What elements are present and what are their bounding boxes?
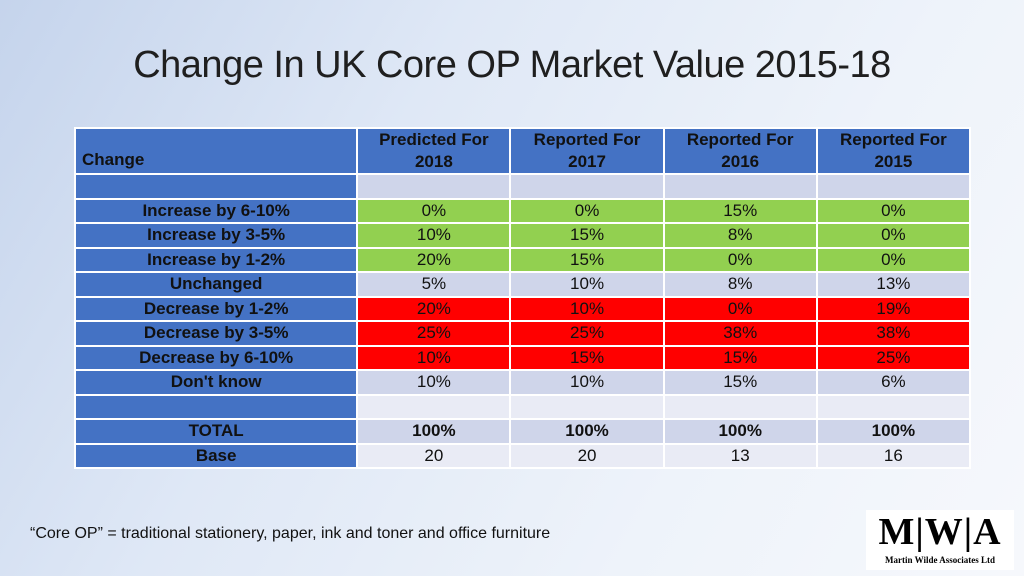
base-cell: 20 (509, 442, 665, 469)
market-value-table: Change Predicted For 2018 Reported For 201… (73, 127, 972, 469)
table-row: Increase by 6-10% 0% 0% 15% 0% (73, 197, 972, 224)
header-2016-line1: Reported For (686, 130, 794, 149)
header-2016: Reported For 2016 (662, 127, 818, 175)
table-row: Increase by 1-2% 20% 15% 0% 0% (73, 246, 972, 273)
table-cell: 19% (815, 295, 972, 322)
table-cell: 13% (815, 271, 972, 298)
footnote: “Core OP” = traditional stationery, pape… (30, 525, 551, 542)
header-2017-line2: 2017 (568, 152, 606, 171)
spacer-label (73, 393, 359, 420)
logo-subtitle: Martin Wilde Associates Ltd (885, 555, 995, 565)
table-cell: 5% (356, 271, 512, 298)
table-row: Don't know 10% 10% 15% 6% (73, 369, 972, 396)
row-label: Don't know (73, 369, 359, 396)
table-cell: 0% (356, 197, 512, 224)
base-label: Base (73, 442, 359, 469)
table-cell: 10% (509, 271, 665, 298)
spacer-cell (815, 393, 972, 420)
table-cell: 0% (815, 197, 972, 224)
company-logo: M|W|A Martin Wilde Associates Ltd (866, 510, 1014, 570)
table-row: Decrease by 3-5% 25% 25% 38% 38% (73, 320, 972, 347)
header-2017-line1: Reported For (533, 130, 641, 149)
table-cell: 10% (356, 369, 512, 396)
header-2016-line2: 2016 (721, 152, 760, 171)
header-change: Change (73, 127, 359, 175)
header-2017: Reported For 2017 (509, 127, 665, 175)
total-cell: 100% (662, 418, 818, 445)
table-cell: 0% (815, 222, 972, 249)
base-cell: 20 (356, 442, 512, 469)
table-cell: 15% (662, 197, 818, 224)
table-cell: 15% (509, 222, 665, 249)
base-row: Base 20 20 13 16 (73, 442, 972, 469)
total-cell: 100% (815, 418, 972, 445)
total-row: TOTAL 100% 100% 100% 100% (73, 418, 972, 445)
spacer-cell (356, 173, 512, 200)
logo-mark: M|W|A (878, 511, 1002, 553)
table-cell: 6% (815, 369, 972, 396)
table-row: Decrease by 1-2% 20% 10% 0% 19% (73, 295, 972, 322)
row-label: Decrease by 1-2% (73, 295, 359, 322)
table-cell: 15% (662, 344, 818, 371)
table-cell: 25% (815, 344, 972, 371)
table-cell: 25% (509, 320, 665, 347)
row-label: Increase by 1-2% (73, 246, 359, 273)
row-label: Decrease by 3-5% (73, 320, 359, 347)
table-cell: 15% (509, 246, 665, 273)
spacer-label (73, 173, 359, 200)
table-header-row: Change Predicted For 2018 Reported For 201… (73, 127, 972, 175)
spacer-cell (662, 173, 818, 200)
table-row: Decrease by 6-10% 10% 15% 15% 25% (73, 344, 972, 371)
row-label: Unchanged (73, 271, 359, 298)
table-cell: 8% (662, 271, 818, 298)
header-2018: Predicted For 2018 (356, 127, 512, 175)
spacer-row (73, 173, 972, 200)
total-cell: 100% (356, 418, 512, 445)
spacer-cell (509, 173, 665, 200)
table-cell: 20% (356, 246, 512, 273)
table-cell: 10% (509, 369, 665, 396)
table-cell: 0% (662, 246, 818, 273)
table-cell: 38% (815, 320, 972, 347)
row-label: Decrease by 6-10% (73, 344, 359, 371)
row-label: Increase by 6-10% (73, 197, 359, 224)
table-row: Unchanged 5% 10% 8% 13% (73, 271, 972, 298)
header-2015-line2: 2015 (874, 152, 913, 171)
base-cell: 13 (662, 442, 818, 469)
header-2018-line2: 2018 (414, 152, 453, 171)
header-2015: Reported For 2015 (815, 127, 972, 175)
table-cell: 20% (356, 295, 512, 322)
row-label: Increase by 3-5% (73, 222, 359, 249)
table-row: Increase by 3-5% 10% 15% 8% 0% (73, 222, 972, 249)
table-cell: 15% (662, 369, 818, 396)
table-cell: 38% (662, 320, 818, 347)
table-cell: 10% (356, 222, 512, 249)
total-label: TOTAL (73, 418, 359, 445)
base-cell: 16 (815, 442, 972, 469)
table-cell: 10% (509, 295, 665, 322)
table-cell: 0% (509, 197, 665, 224)
spacer-cell (356, 393, 512, 420)
slide-title: Change In UK Core OP Market Value 2015-1… (133, 44, 891, 86)
header-2018-line1: Predicted For (379, 130, 489, 149)
table-cell: 10% (356, 344, 512, 371)
spacer-cell (662, 393, 818, 420)
spacer-row (73, 393, 972, 420)
table-cell: 0% (662, 295, 818, 322)
spacer-cell (815, 173, 972, 200)
header-2015-line1: Reported For (840, 130, 947, 149)
table-cell: 0% (815, 246, 972, 273)
table-cell: 25% (356, 320, 512, 347)
total-cell: 100% (509, 418, 665, 445)
spacer-cell (509, 393, 665, 420)
table-cell: 15% (509, 344, 665, 371)
table-cell: 8% (662, 222, 818, 249)
